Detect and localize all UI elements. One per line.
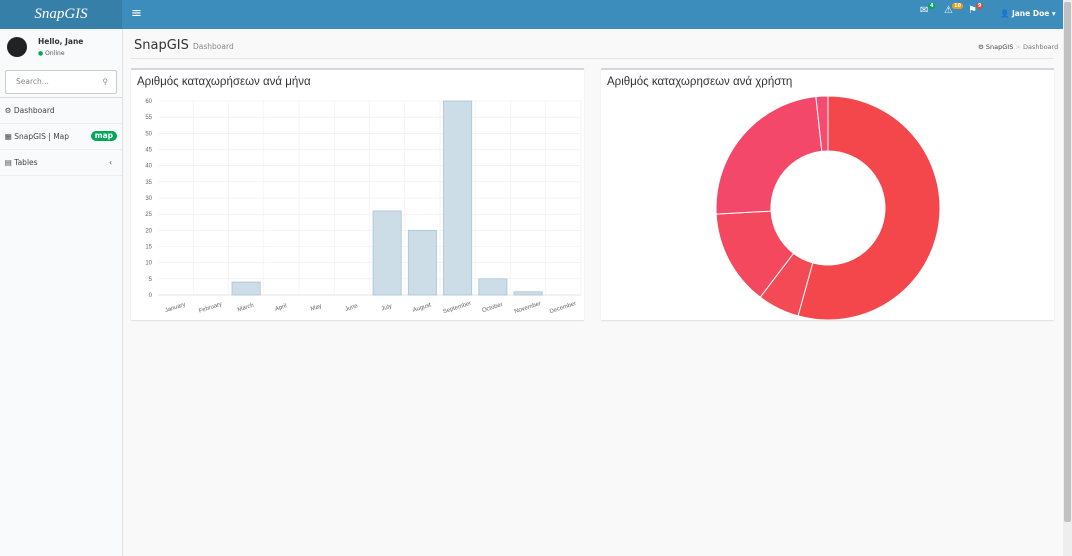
y-tick-label: 40: [145, 164, 152, 170]
y-tick-label: 20: [145, 228, 152, 234]
box-title: Αριθμός καταχωρήσεων ανά μήνα: [137, 76, 311, 88]
menu-label: Tables: [14, 158, 38, 167]
badge: 10: [952, 3, 963, 9]
x-tick-label: November: [514, 301, 542, 315]
notification-icon[interactable]: ⚠ 10: [944, 3, 963, 16]
notification-icon[interactable]: ✉ 4: [920, 3, 936, 16]
doughnut-segment: [815, 95, 829, 152]
page-title: SnapGIS Dashboard: [134, 38, 234, 53]
notification-icon[interactable]: ⚑ 9: [968, 3, 984, 16]
bar: [478, 278, 508, 296]
bar-chart-box: Αριθμός καταχωρήσεων ανά μήνα 0 5 10 15 20 25…: [131, 68, 584, 320]
bar: [231, 281, 261, 296]
x-tick-label: May: [310, 303, 323, 312]
doughnut-chart: [715, 95, 941, 320]
user-name: Jane Doe: [1011, 9, 1050, 18]
sidebar: Hello, Jane ● Online Search... ⚲ ⚙ Dashbo…: [0, 29, 123, 556]
subtitle: Dashboard: [193, 42, 234, 51]
x-tick-label: June: [344, 303, 359, 313]
menu-label: Dashboard: [13, 106, 55, 115]
y-tick-label: 10: [145, 261, 152, 267]
y-tick-label: 5: [149, 277, 153, 283]
y-tick-label: 55: [145, 115, 152, 121]
crumb[interactable]: SnapGIS: [985, 43, 1014, 51]
menu-toggle[interactable]: ≡: [131, 6, 142, 21]
user-menu[interactable]: 👤 Jane Doe ▾: [1000, 9, 1056, 18]
top-bar: ≡ ✉ 4 ⚠ 10 ⚑ 9 👤 Jane Doe ▾: [0, 0, 1072, 29]
y-tick-label: 60: [145, 99, 152, 105]
menu-item[interactable]: ▦ SnapGIS | Map map: [0, 124, 122, 150]
bar-chart: 0 5 10 15 20 25 30 35 40 45 50 55 60 January February M…: [145, 99, 582, 316]
bar: [443, 100, 473, 296]
y-tick-label: 50: [145, 131, 152, 137]
status: ● Online: [38, 50, 65, 57]
search-box[interactable]: Search... ⚲: [5, 70, 117, 94]
x-tick-label: April: [274, 303, 287, 312]
status-text: Online: [45, 50, 65, 57]
y-tick-label: 30: [145, 196, 152, 202]
avatar: [7, 37, 27, 57]
y-tick-label: 0: [149, 293, 153, 299]
box-title: Αριθμός καταχωρησεων ανά χρήστη: [607, 76, 793, 88]
x-tick-label: February: [198, 301, 223, 314]
divider: [0, 97, 122, 98]
scrollbar: [1063, 0, 1072, 556]
y-tick-label: 15: [145, 245, 152, 251]
divider: [131, 58, 1054, 59]
x-tick-label: July: [381, 304, 393, 313]
menu-item[interactable]: ▤ Tables ‹: [0, 150, 122, 176]
y-tick-label: 25: [145, 212, 152, 218]
bar: [513, 291, 543, 296]
x-tick-label: January: [164, 302, 186, 314]
logo[interactable]: SnapGIS: [0, 0, 122, 29]
bar: [407, 229, 437, 296]
badge: 4: [928, 3, 936, 9]
crumb: Dashboard: [1022, 43, 1059, 51]
x-tick-label: August: [412, 302, 432, 314]
breadcrumb: ⚙ SnapGIS > Dashboard: [978, 43, 1059, 51]
menu-badge: map: [90, 131, 117, 141]
x-tick-label: December: [549, 301, 577, 315]
badge: 9: [976, 3, 984, 9]
greeting: Hello, Jane: [38, 37, 84, 46]
menu-item[interactable]: ⚙ Dashboard: [0, 98, 122, 124]
menu-label: SnapGIS | Map: [14, 132, 70, 141]
x-tick-label: September: [442, 301, 472, 316]
doughnut-chart-box: Αριθμός καταχωρησεων ανά χρήστη: [601, 68, 1054, 320]
title: SnapGIS: [134, 38, 189, 53]
y-tick-label: 35: [145, 180, 152, 186]
doughnut-segment: [797, 95, 941, 320]
bar: [372, 210, 402, 296]
doughnut-segment: [715, 96, 823, 215]
notifications: ✉ 4 ⚠ 10 ⚑ 9: [920, 3, 990, 23]
x-tick-label: March: [237, 303, 255, 314]
y-tick-label: 45: [145, 148, 152, 154]
search-placeholder: Search...: [16, 77, 49, 86]
x-tick-label: October: [481, 302, 503, 314]
